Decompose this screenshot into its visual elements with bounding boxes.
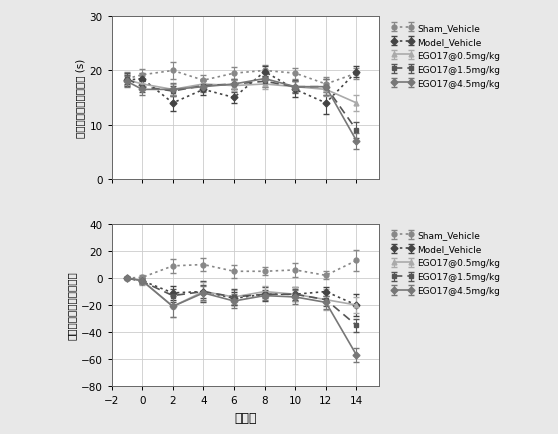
Legend: Sham_Vehicle, Model_Vehicle, EGO17@0.5mg/kg, EGO17@1.5mg/kg, EGO17@4.5mg/kg: Sham_Vehicle, Model_Vehicle, EGO17@0.5mg… — [389, 22, 502, 90]
Legend: Sham_Vehicle, Model_Vehicle, EGO17@0.5mg/kg, EGO17@1.5mg/kg, EGO17@4.5mg/kg: Sham_Vehicle, Model_Vehicle, EGO17@0.5mg… — [389, 229, 502, 297]
Y-axis label: 双眼泪膜破裂时间均値 (s): 双眼泪膜破裂时间均値 (s) — [75, 59, 85, 138]
X-axis label: 实验周: 实验周 — [234, 411, 257, 424]
Y-axis label: 泪膜破裂时间变化百分比: 泪膜破裂时间变化百分比 — [66, 271, 76, 340]
